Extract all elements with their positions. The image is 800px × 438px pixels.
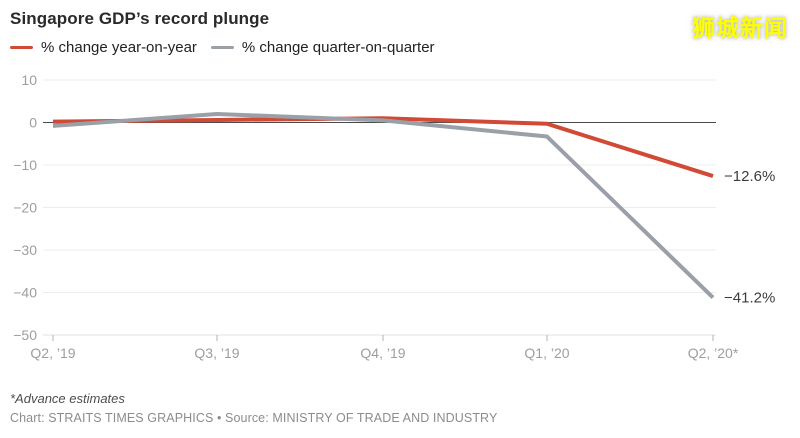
legend-swatch-red-icon (10, 46, 33, 49)
series-line-yoy (52, 116, 714, 178)
y-tick-label: −10 (13, 157, 37, 173)
y-tick-label: −40 (13, 285, 37, 301)
legend-item-yoy: % change year-on-year (10, 39, 197, 56)
y-tick-label: −30 (13, 242, 37, 258)
chart-title: Singapore GDP’s record plunge (10, 9, 270, 28)
legend-swatch-gray-icon (210, 46, 234, 49)
y-tick-label: 0 (29, 115, 37, 131)
x-tick-label: Q4, ’19 (360, 345, 405, 361)
legend-label-yoy: % change year-on-year (41, 39, 197, 56)
chart-legend: % change year-on-year % change quarter-o… (10, 39, 435, 56)
x-tick-label: Q2, ’19 (30, 345, 75, 361)
legend-label-qoq: % change quarter-on-quarter (241, 39, 435, 56)
x-tick-label: Q1, ’20 (524, 345, 569, 361)
x-tick-label: Q2, ’20* (688, 345, 739, 361)
y-tick-label: −50 (13, 327, 37, 343)
y-tick-label: 10 (21, 72, 37, 88)
end-label-yoy: −12.6% (724, 168, 775, 185)
chart-footnote: *Advance estimates (10, 391, 125, 406)
legend-item-qoq: % change quarter-on-quarter (210, 39, 435, 56)
x-tick-label: Q3, ’19 (194, 345, 239, 361)
chart-credit-line: Chart: STRAITS TIMES GRAPHICS • Source: … (10, 411, 498, 425)
end-label-qoq: −41.2% (724, 290, 775, 307)
y-tick-label: −20 (13, 200, 37, 216)
series-line-qoq (52, 112, 715, 300)
gdp-line-chart: 10 0 −10 −20 −30 −40 −50 Q2, ’19 Q3, ’19 Q4, ’19 Q… (13, 72, 775, 361)
watermark-text: 狮城新闻 (692, 15, 788, 41)
